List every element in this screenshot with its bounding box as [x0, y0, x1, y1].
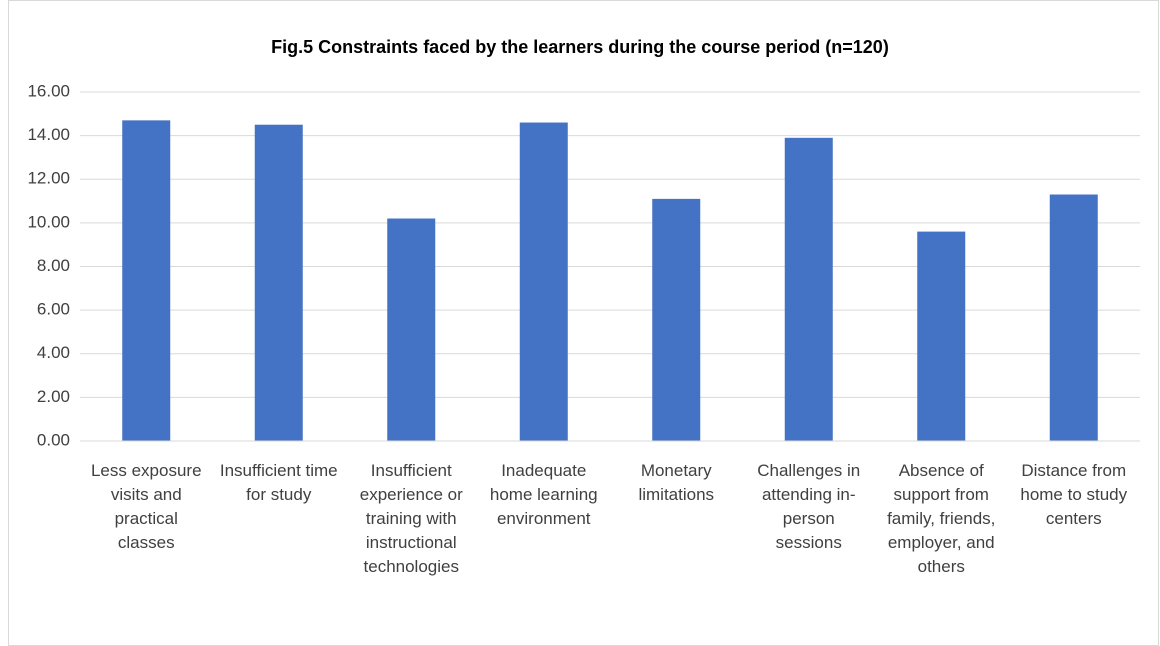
x-tick-label: Monetary limitations [638, 461, 714, 504]
chart-border [8, 0, 1159, 646]
bar [254, 124, 303, 441]
bar [784, 137, 833, 441]
y-tick-label: 0.00 [37, 430, 70, 449]
y-tick-label: 10.00 [27, 212, 70, 231]
y-tick-label: 2.00 [37, 387, 70, 406]
x-tick-label: Insufficient experience or training with in… [360, 461, 463, 576]
bar [519, 122, 568, 441]
bar [122, 120, 171, 441]
y-tick-label: 14.00 [27, 125, 70, 144]
x-tick-label: Insufficient time for study [220, 461, 338, 504]
x-tick-label: Less exposure visits and practical classes [91, 461, 202, 552]
y-tick-label: 6.00 [37, 300, 70, 319]
bar [387, 218, 436, 441]
y-tick-label: 12.00 [27, 169, 70, 188]
bar [652, 198, 701, 441]
x-tick-label: Absence of support from family, friends, em… [887, 461, 995, 576]
bar [1049, 194, 1098, 441]
x-tick-label: Inadequate home learning environment [490, 461, 598, 528]
x-tick-label: Distance from home to study centers [1020, 461, 1127, 528]
y-tick-label: 4.00 [37, 343, 70, 362]
chart-title: Fig.5 Constraints faced by the learners … [271, 37, 889, 57]
x-tick-label: Challenges in attending in-person sessions [757, 461, 860, 552]
y-tick-label: 16.00 [27, 81, 70, 100]
y-tick-label: 8.00 [37, 256, 70, 275]
bar [917, 231, 966, 441]
